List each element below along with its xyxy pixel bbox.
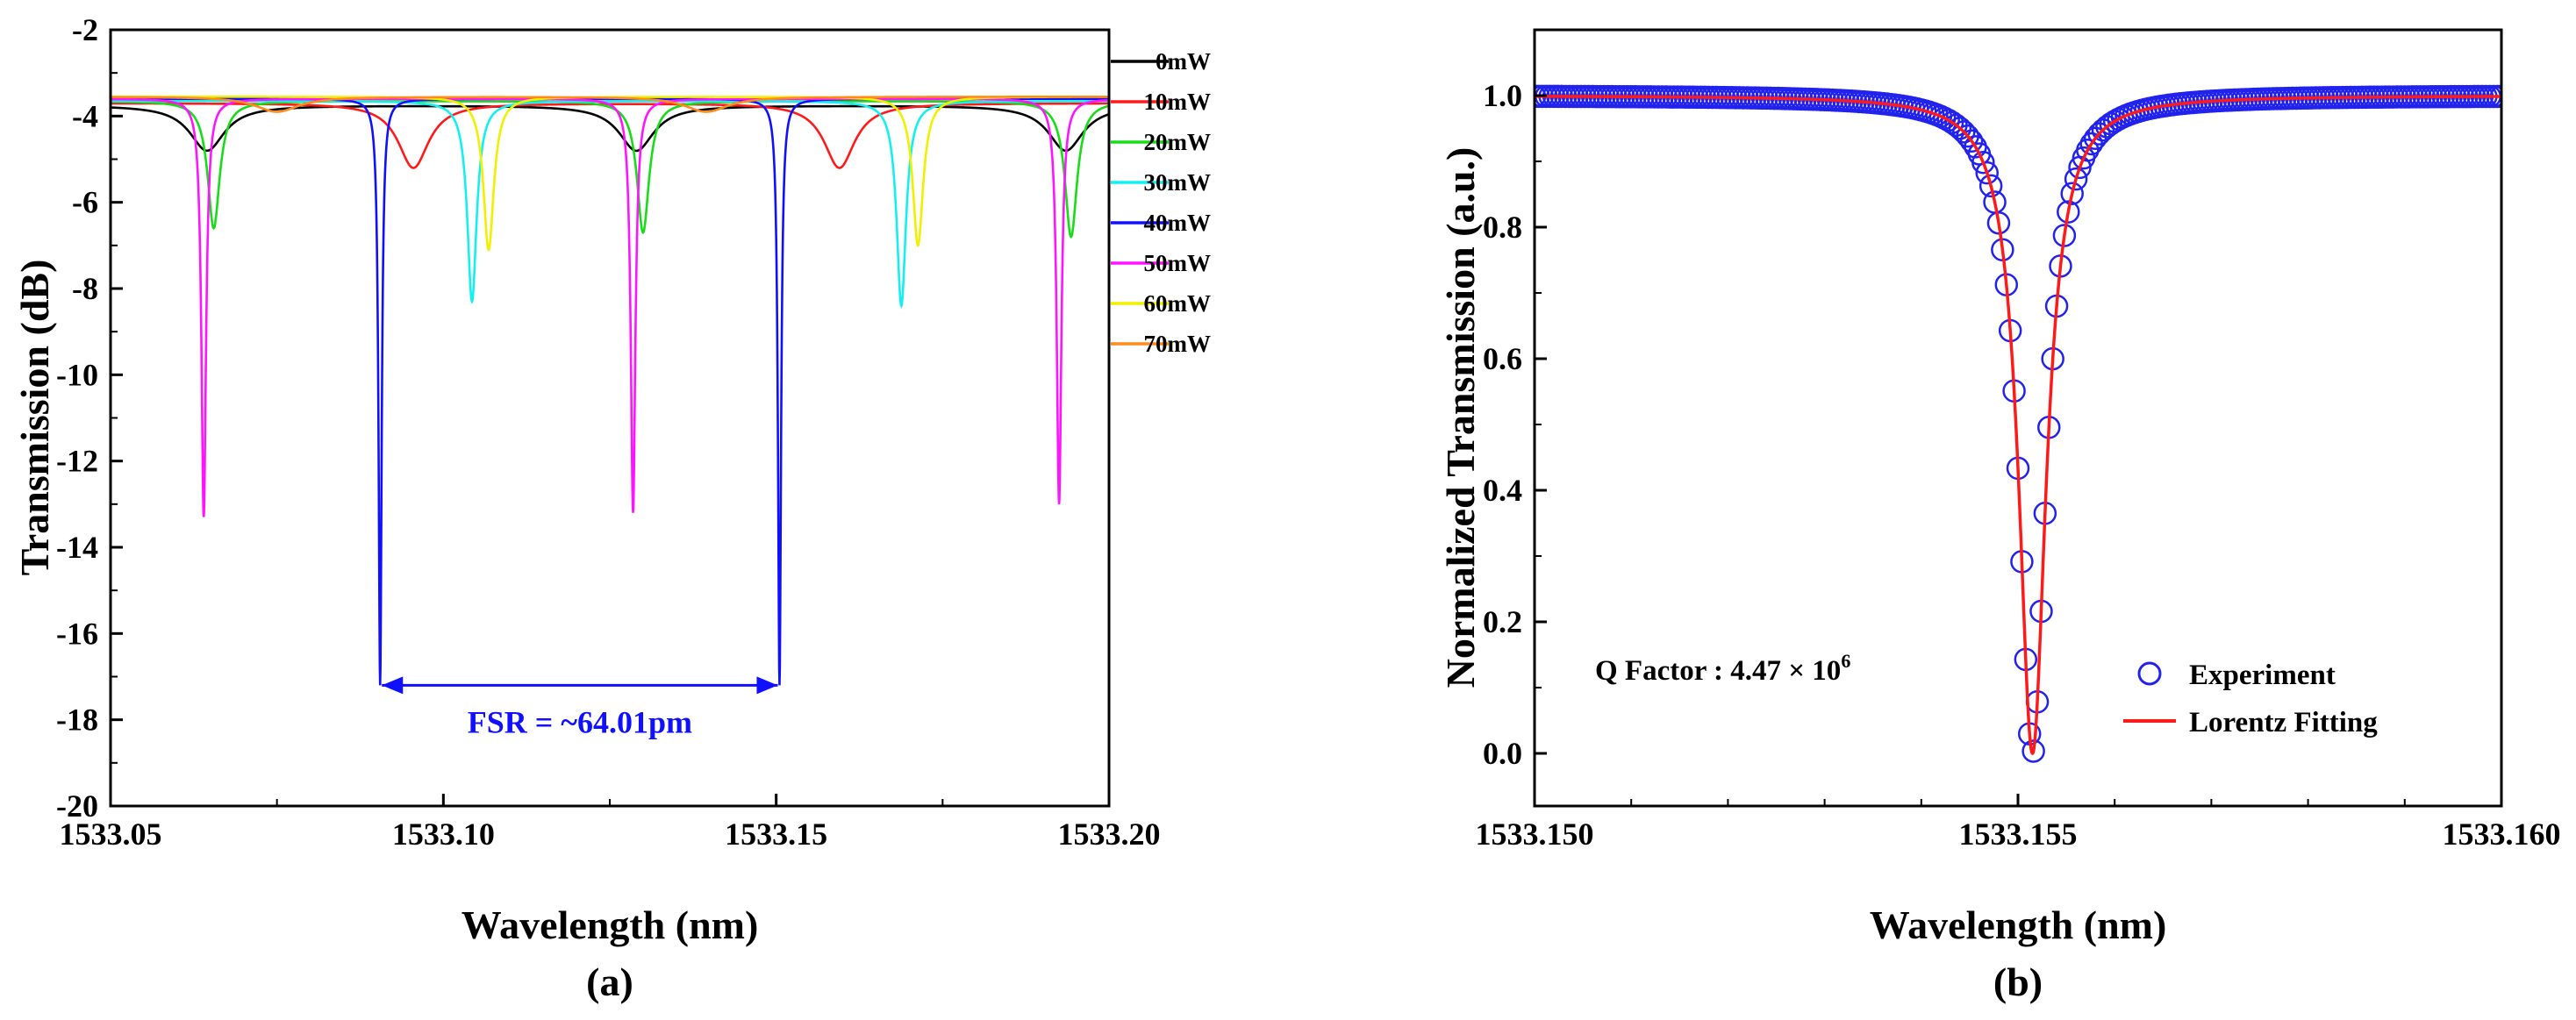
chart-b-x-axis: 1533.150 1533.155 1533.160	[1476, 794, 2561, 852]
legend-label-0mW: 0mW	[1156, 48, 1211, 75]
lorentz-fit-line	[1535, 95, 2501, 756]
y-tick-label: -4	[72, 98, 98, 133]
y-tick-label: 0.4	[1483, 473, 1522, 508]
series-line-70mW	[111, 96, 1109, 113]
q-factor-text: Q Factor : 4.47 × 10	[1595, 655, 1841, 687]
y-tick-label: -12	[56, 444, 98, 479]
y-tick-label: 1.0	[1483, 78, 1522, 113]
x-tick-label: 1533.05	[60, 817, 162, 852]
series-line-20mW	[111, 100, 1109, 239]
y-tick-label: -14	[56, 530, 98, 565]
chart-b-legend: Experiment Lorentz Fitting	[2123, 660, 2378, 738]
chart-a-series-group	[111, 95, 1109, 686]
y-tick-label: -2	[72, 12, 98, 47]
chart-b-panel-label: (b)	[1993, 959, 2043, 1004]
x-tick-label: 1533.15	[725, 817, 827, 852]
y-tick-label: 0.8	[1483, 210, 1522, 245]
chart-a-frame	[109, 28, 1111, 808]
experiment-point	[1975, 160, 1999, 185]
fsr-arrow-head-right	[756, 676, 778, 695]
legend-label-30mW: 30mW	[1144, 169, 1212, 196]
y-tick-label: -10	[56, 357, 98, 392]
experiment-point	[1986, 210, 2011, 235]
fsr-arrow-head-left	[382, 676, 404, 695]
series-line-10mW	[111, 102, 1109, 169]
series-line-50mW	[111, 97, 1109, 517]
y-tick-label: -20	[56, 788, 98, 824]
y-tick-label: 0.2	[1483, 604, 1522, 639]
chart-b-series-group	[1535, 84, 2501, 763]
legend-label-40mW: 40mW	[1144, 210, 1212, 236]
y-tick-label: -6	[72, 185, 98, 220]
legend-label-70mW: 70mW	[1144, 331, 1212, 357]
chart-a-y-label: Transmission (dB)	[12, 260, 57, 576]
chart-b-y-label: Normalized Transmission (a.u.)	[1438, 147, 1483, 688]
chart-a-legend: 0mW 10mW 20mW 30mW 40mW 50mW 60mW 70mW	[1111, 48, 1211, 357]
x-tick-label: 1533.20	[1058, 817, 1161, 852]
legend-lorentz-label: Lorentz Fitting	[2189, 707, 2378, 738]
chart-b-frame	[1533, 28, 2503, 808]
y-tick-label: -16	[56, 616, 98, 651]
x-tick-label: 1533.10	[392, 817, 495, 852]
experiment-point	[1959, 129, 1984, 153]
chart-b: 1533.150 1533.155 1533.160 0.0 0.2 0.4 0.6 0.8…	[1438, 28, 2561, 1004]
series-line-40mW	[111, 97, 1109, 686]
chart-a-x-axis: 1533.05 1533.10 1533.15 1533.20	[60, 794, 1161, 852]
series-line-60mW	[111, 95, 1109, 252]
legend-label-50mW: 50mW	[1144, 250, 1212, 276]
x-tick-label: 1533.160	[2443, 817, 2561, 852]
legend-experiment-marker	[2137, 661, 2162, 686]
q-factor-annotation: Q Factor : 4.47 × 106	[1595, 650, 1850, 687]
y-tick-label: -18	[56, 703, 98, 738]
y-tick-label: 0.6	[1483, 341, 1522, 376]
chart-a-y-axis: -2 -4 -6 -8 -10 -12 -14 -16 -18 -20	[56, 12, 123, 824]
q-factor-exponent: 6	[1841, 650, 1850, 672]
experiment-point	[1940, 111, 1964, 134]
legend-label-10mW: 10mW	[1144, 89, 1212, 115]
experiment-point	[2064, 167, 2088, 191]
legend-label-20mW: 20mW	[1144, 129, 1212, 155]
chart-a: FSR = ~64.01pm 1533.05 1533.10 1533.15 1533…	[12, 12, 1211, 1004]
chart-b-y-axis: 0.0 0.2 0.4 0.6 0.8 1.0	[1483, 78, 1547, 771]
experiment-point	[2076, 139, 2100, 162]
experiment-point	[2057, 200, 2080, 224]
experiment-point	[2091, 118, 2115, 142]
chart-a-panel-label: (a)	[586, 959, 633, 1004]
y-tick-label: -8	[72, 271, 98, 306]
fsr-label: FSR = ~64.01pm	[468, 704, 692, 739]
experiment-point	[1979, 174, 2003, 198]
experiment-point	[1948, 117, 1972, 140]
experiment-point	[1971, 150, 1995, 175]
experiment-point	[2060, 182, 2084, 205]
legend-experiment-label: Experiment	[2189, 660, 2336, 691]
x-tick-label: 1533.150	[1476, 817, 1594, 852]
chart-a-x-label: Wavelength (nm)	[462, 902, 759, 947]
series-line-30mW	[111, 99, 1109, 309]
experiment-point	[2083, 126, 2107, 151]
legend-label-60mW: 60mW	[1144, 290, 1212, 317]
y-tick-label: 0.0	[1483, 736, 1522, 771]
chart-b-x-label: Wavelength (nm)	[1870, 902, 2167, 947]
x-tick-label: 1533.155	[1959, 817, 2078, 852]
fsr-annotation: FSR = ~64.01pm	[382, 676, 778, 739]
series-line-0mW	[111, 104, 1109, 153]
